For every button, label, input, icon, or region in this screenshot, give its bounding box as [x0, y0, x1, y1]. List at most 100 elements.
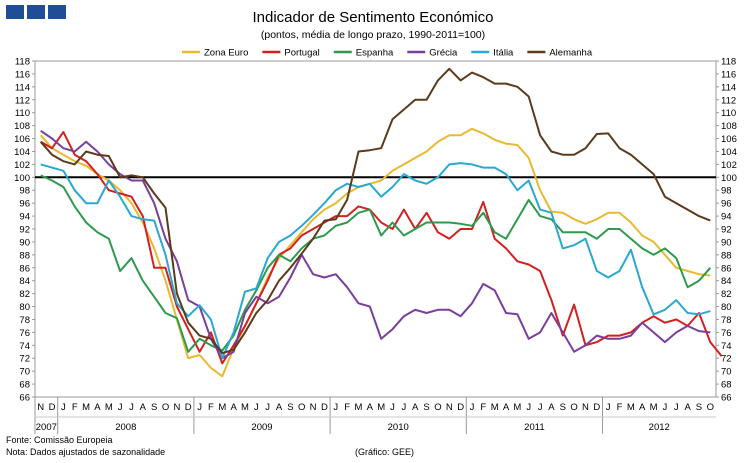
x-month-label: O — [570, 402, 577, 413]
x-month-label: S — [696, 402, 702, 413]
y-tick-label: 76 — [721, 328, 732, 339]
x-year-label: 2012 — [649, 422, 670, 433]
y-tick-label: 94 — [721, 212, 732, 223]
y-tick-label: 88 — [721, 250, 732, 261]
x-month-label: D — [321, 402, 328, 413]
y-tick-label: 112 — [721, 95, 736, 106]
y-tick-label: 94 — [19, 212, 30, 223]
x-month-label: M — [491, 402, 499, 413]
y-tick-label: 86 — [19, 263, 30, 274]
x-month-label: J — [470, 402, 475, 413]
x-month-label: A — [412, 402, 419, 413]
x-month-label: A — [367, 402, 374, 413]
x-month-label: D — [593, 402, 600, 413]
x-month-label: J — [526, 402, 531, 413]
x-month-label: S — [287, 402, 293, 413]
x-year-label: 2007 — [36, 422, 57, 433]
y-tick-label: 70 — [19, 367, 30, 378]
legend-label: Espanha — [356, 48, 394, 59]
x-month-label: D — [185, 402, 192, 413]
logo-square — [27, 5, 45, 19]
y-tick-label: 108 — [721, 121, 737, 132]
x-month-label: J — [61, 402, 66, 413]
y-tick-label: 84 — [19, 276, 30, 287]
y-tick-label: 110 — [721, 108, 736, 119]
x-year-label: 2009 — [251, 422, 272, 433]
y-tick-label: 70 — [721, 367, 732, 378]
legend-label: Alemanha — [549, 48, 592, 59]
y-tick-label: 80 — [721, 302, 732, 313]
x-month-label: S — [560, 402, 566, 413]
series-line — [40, 162, 711, 360]
y-tick-label: 96 — [19, 199, 30, 210]
x-month-label: A — [639, 402, 646, 413]
y-tick-label: 108 — [14, 121, 30, 132]
legend-label: Zona Euro — [204, 48, 248, 59]
x-month-label: J — [333, 402, 338, 413]
y-tick-label: 90 — [19, 237, 30, 248]
series-line — [40, 131, 723, 365]
series-line — [39, 127, 711, 378]
y-tick-label: 114 — [721, 82, 736, 93]
x-month-label: M — [105, 402, 113, 413]
x-month-label: M — [513, 402, 521, 413]
x-month-label: F — [72, 402, 78, 413]
x-month-label: N — [446, 402, 453, 413]
series-line — [40, 174, 712, 353]
chart-subtitle: (pontos, média de longo prazo, 1990-2011… — [261, 29, 485, 41]
x-year-label: 2008 — [115, 422, 136, 433]
source-note: Fonte: Comissão Europeia — [6, 435, 113, 445]
y-tick-label: 82 — [721, 289, 732, 300]
y-tick-label: 102 — [14, 160, 30, 171]
y-tick-label: 66 — [721, 393, 732, 404]
y-tick-label: 72 — [19, 354, 30, 365]
x-month-label: A — [684, 402, 691, 413]
x-month-label: N — [173, 402, 180, 413]
y-tick-label: 80 — [19, 302, 30, 313]
x-month-label: D — [457, 402, 464, 413]
x-month-label: F — [617, 402, 623, 413]
y-tick-label: 116 — [721, 69, 736, 80]
y-tick-label: 98 — [721, 186, 732, 197]
series-line — [40, 129, 711, 360]
y-tick-label: 116 — [15, 69, 30, 80]
x-month-label: S — [151, 402, 157, 413]
x-month-label: J — [606, 402, 611, 413]
y-tick-label: 74 — [721, 341, 732, 352]
y-tick-label: 68 — [19, 380, 30, 391]
x-month-label: J — [254, 402, 259, 413]
x-month-label: O — [434, 402, 441, 413]
y-tick-label: 66 — [19, 393, 30, 404]
x-month-label: A — [548, 402, 555, 413]
y-tick-label: 104 — [14, 147, 30, 158]
y-tick-label: 104 — [721, 147, 737, 158]
credit-note: (Gráfico: GEE) — [355, 447, 414, 457]
y-tick-label: 96 — [721, 199, 732, 210]
y-tick-label: 92 — [19, 225, 30, 236]
y-tick-label: 90 — [721, 237, 732, 248]
x-month-label: J — [538, 402, 543, 413]
logo-square — [48, 5, 66, 19]
x-month-label: O — [707, 402, 714, 413]
x-month-label: J — [674, 402, 679, 413]
x-month-label: O — [298, 402, 305, 413]
y-tick-label: 78 — [721, 315, 732, 326]
y-tick-label: 106 — [721, 134, 737, 145]
y-tick-label: 98 — [19, 186, 30, 197]
y-tick-label: 118 — [721, 57, 736, 68]
legend-label: Grécia — [429, 48, 458, 59]
x-month-label: M — [377, 402, 385, 413]
y-tick-label: 100 — [721, 173, 737, 184]
x-month-label: J — [197, 402, 202, 413]
x-month-label: N — [37, 402, 44, 413]
x-month-label: M — [355, 402, 363, 413]
x-month-label: J — [390, 402, 395, 413]
y-tick-label: 112 — [15, 95, 30, 106]
legend-label: Portugal — [284, 48, 319, 59]
y-tick-label: 82 — [19, 289, 30, 300]
y-tick-label: 84 — [721, 276, 732, 287]
y-tick-label: 92 — [721, 225, 732, 236]
x-month-label: M — [650, 402, 658, 413]
